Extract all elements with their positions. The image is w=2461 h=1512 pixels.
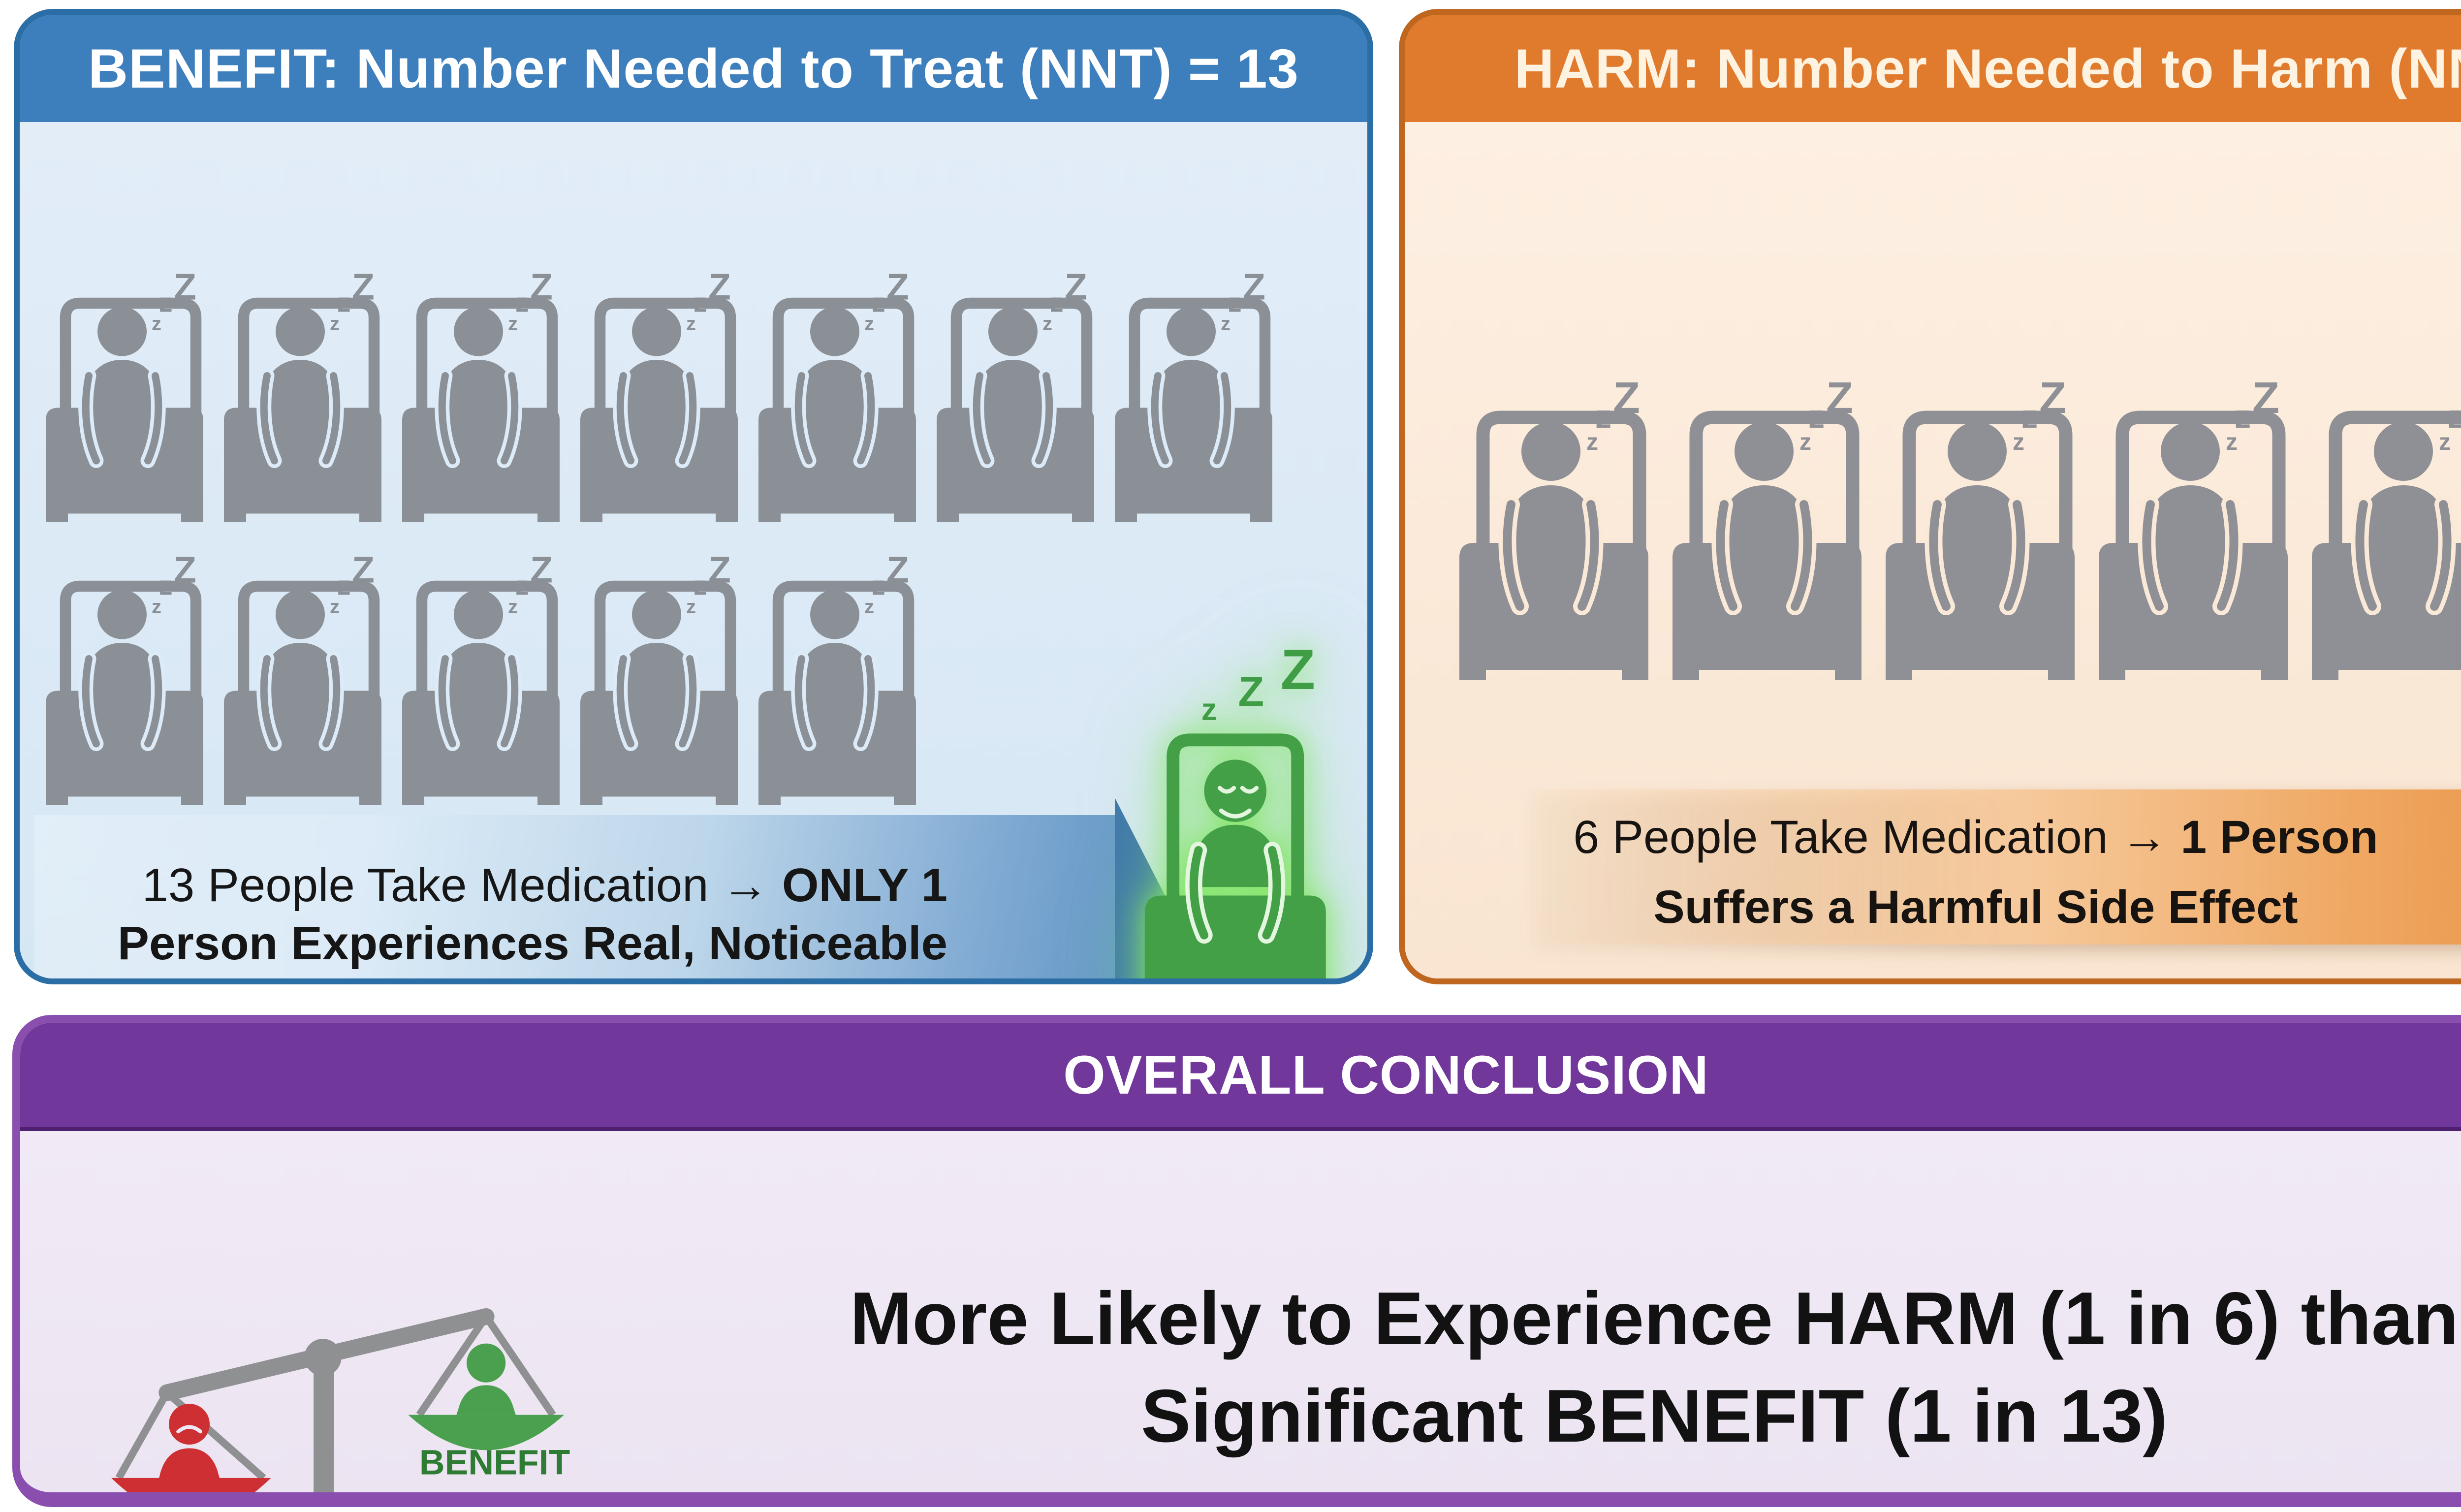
sleep-z-icon: z (2439, 429, 2451, 455)
benefit-arrow-shape (34, 815, 1115, 978)
sleeping-patient-icon: z z Z (756, 254, 934, 537)
person-sleeping-in-bed-icon: z z Z (224, 266, 381, 522)
harm-header-label: HARM: Number Needed to Harm (NNH) = 6 (1514, 37, 2461, 99)
sleeping-patient-icon: z z Z (400, 254, 578, 537)
conclusion-header-label: OVERALL CONCLUSION (1063, 1044, 1709, 1105)
person-sleeping-in-bed-icon: z z Z (402, 549, 560, 805)
sleep-z-icon: z (508, 313, 518, 335)
person-sleeping-in-bed-icon: z z Z (937, 266, 1094, 522)
benefit-arrow-line-1: 13 People Take Medication → ONLY 1 (89, 856, 947, 914)
harm-sleeper-row: z z Z z z Z z (1456, 358, 2461, 698)
conclusion-headline: More Likely to Experience HARM (1 in 6) … (576, 1270, 2461, 1465)
benefit-arrow-line-3: Sleep Improvement (89, 973, 947, 978)
sleep-z-icon: z (864, 596, 874, 618)
person-sleeping-in-bed-icon: z z Z (580, 549, 738, 805)
conclusion-panel-body: HARM BENEFIT More Likely to Experience H… (20, 1131, 2461, 1492)
benefit-sleeper-row-1: z z Z z z Z z (43, 254, 1291, 537)
sleep-z-icon: z (2226, 429, 2238, 455)
harm-arrow-line1-normal: 6 People Take Medication (1573, 811, 2121, 863)
person-sleeping-in-bed-icon: z z Z (1115, 266, 1272, 522)
sleep-z-icon: z (1221, 313, 1230, 335)
harm-arrow-shape (1528, 789, 2461, 945)
person-sleeping-in-bed-icon: z z Z (2312, 398, 2461, 680)
person-sleeping-in-bed-icon: z z Z (224, 549, 381, 805)
benefit-pan-label: BENEFIT (419, 1443, 570, 1482)
improved-sleeper-icon: z Z Z (1142, 607, 1367, 978)
sleep-z-icon: z (1586, 429, 1598, 455)
sleeping-patient-icon: z z Z (43, 537, 221, 820)
sleeping-patient-icon: z z Z (2096, 358, 2309, 698)
harm-arrow-line1-bold: → 1 Person (2120, 811, 2378, 863)
conclusion-panel: OVERALL CONCLUSION (12, 1015, 2461, 1507)
sleep-z-icon: z (1042, 313, 1052, 335)
harm-arrow-line-1: 6 People Take Medication → 1 Person (1533, 802, 2419, 872)
benefit-header-label: BENEFIT: Number Needed to Treat (NNT) = … (88, 37, 1299, 99)
sleeping-patient-icon: z z Z (221, 254, 400, 537)
sleeping-patient-icon: z z Z (221, 537, 400, 820)
benefit-panel: BENEFIT: Number Needed to Treat (NNT) = … (14, 9, 1373, 984)
sleeping-patient-icon: z z Z (756, 537, 934, 820)
person-sleeping-in-bed-icon: z z Z (402, 266, 560, 522)
sleep-z-icon: Z (1281, 638, 1315, 701)
happy-sleeper-in-bed-icon: z Z Z (1144, 638, 1326, 978)
person-sleeping-in-bed-icon: z z Z (46, 266, 203, 522)
sleep-z-icon: z (152, 313, 161, 335)
sleep-z-icon: z (330, 313, 340, 335)
benefit-arrow-text: 13 People Take Medication → ONLY 1 Perso… (89, 856, 947, 978)
benefit-panel-body: z z Z z z Z z (20, 122, 1367, 978)
person-sleeping-in-bed-icon: z z Z (758, 549, 916, 805)
sleep-z-icon: z (864, 313, 874, 335)
sleep-z-icon: z (686, 596, 696, 618)
person-sleeping-in-bed-icon: z z Z (46, 549, 203, 805)
person-sleeping-in-bed-icon: z z Z (1672, 374, 1862, 680)
conclusion-headline-line-2: Significant BENEFIT (1 in 13) (1141, 1374, 2168, 1458)
sleeping-patient-icon: z z Z (1883, 358, 2096, 698)
sleep-z-icon: Z (1238, 668, 1264, 715)
person-sleeping-in-bed-icon: z z Z (1459, 374, 1648, 680)
sleeping-patient-icon: z z Z (43, 254, 221, 537)
person-sleeping-in-bed-icon: z z Z (2099, 374, 2288, 680)
benefit-arrow-line1-bold: → ONLY 1 (722, 859, 947, 912)
benefit-arrow-line1-normal: 13 People Take Medication (142, 859, 722, 912)
harm-benefit-scale-icon: HARM BENEFIT (111, 1308, 570, 1492)
balance-scale-icon: HARM BENEFIT (89, 1252, 571, 1492)
harm-arrow-text: 6 People Take Medication → 1 Person Suff… (1533, 802, 2419, 942)
harm-panel-header: HARM: Number Needed to Harm (NNH) = 6 (1405, 15, 2461, 127)
harm-panel: HARM: Number Needed to Harm (NNH) = 6 z … (1399, 9, 2461, 984)
sleep-z-icon: z (686, 313, 696, 335)
sleep-z-icon: z (152, 596, 161, 618)
sleeping-patient-icon: z z Z (578, 537, 756, 820)
person-sleeping-in-bed-icon: z z Z (1886, 374, 2075, 680)
person-sleeping-in-bed-icon: z z Z (580, 266, 738, 522)
sleeping-patient-icon: z z Z (1112, 254, 1291, 537)
harm-panel-body: z z Z z z Z z (1405, 122, 2461, 978)
benefit-arrow-line-2: Person Experiences Real, Noticeable (117, 917, 947, 970)
harm-arrow-line-2: Suffers a Harmful Side Effect (1653, 881, 2298, 933)
sleeping-patient-icon: z z Z (578, 254, 756, 537)
benefit-sleeper-row-2: z z Z z z Z z (43, 537, 934, 820)
sleep-z-icon: z (1201, 693, 1217, 727)
sleep-z-icon: z (1799, 429, 1811, 455)
sleep-z-icon: z (2013, 429, 2024, 455)
sleeping-patient-icon: z z Z (400, 537, 578, 820)
sleeping-patient-icon: z z Z (1670, 358, 1883, 698)
sleep-z-icon: z (330, 596, 340, 618)
sleeping-patient-icon: z z Z (934, 254, 1112, 537)
person-sleeping-in-bed-icon: z z Z (758, 266, 916, 522)
sleeping-patient-icon: z z Z (2309, 358, 2461, 698)
sleep-z-icon: z (508, 596, 518, 618)
conclusion-headline-line-1: More Likely to Experience HARM (1 in 6) … (850, 1277, 2459, 1360)
benefit-panel-header: BENEFIT: Number Needed to Treat (NNT) = … (20, 15, 1367, 127)
sleeping-patient-icon: z z Z (1456, 358, 1670, 698)
conclusion-panel-header: OVERALL CONCLUSION (20, 1023, 2461, 1131)
